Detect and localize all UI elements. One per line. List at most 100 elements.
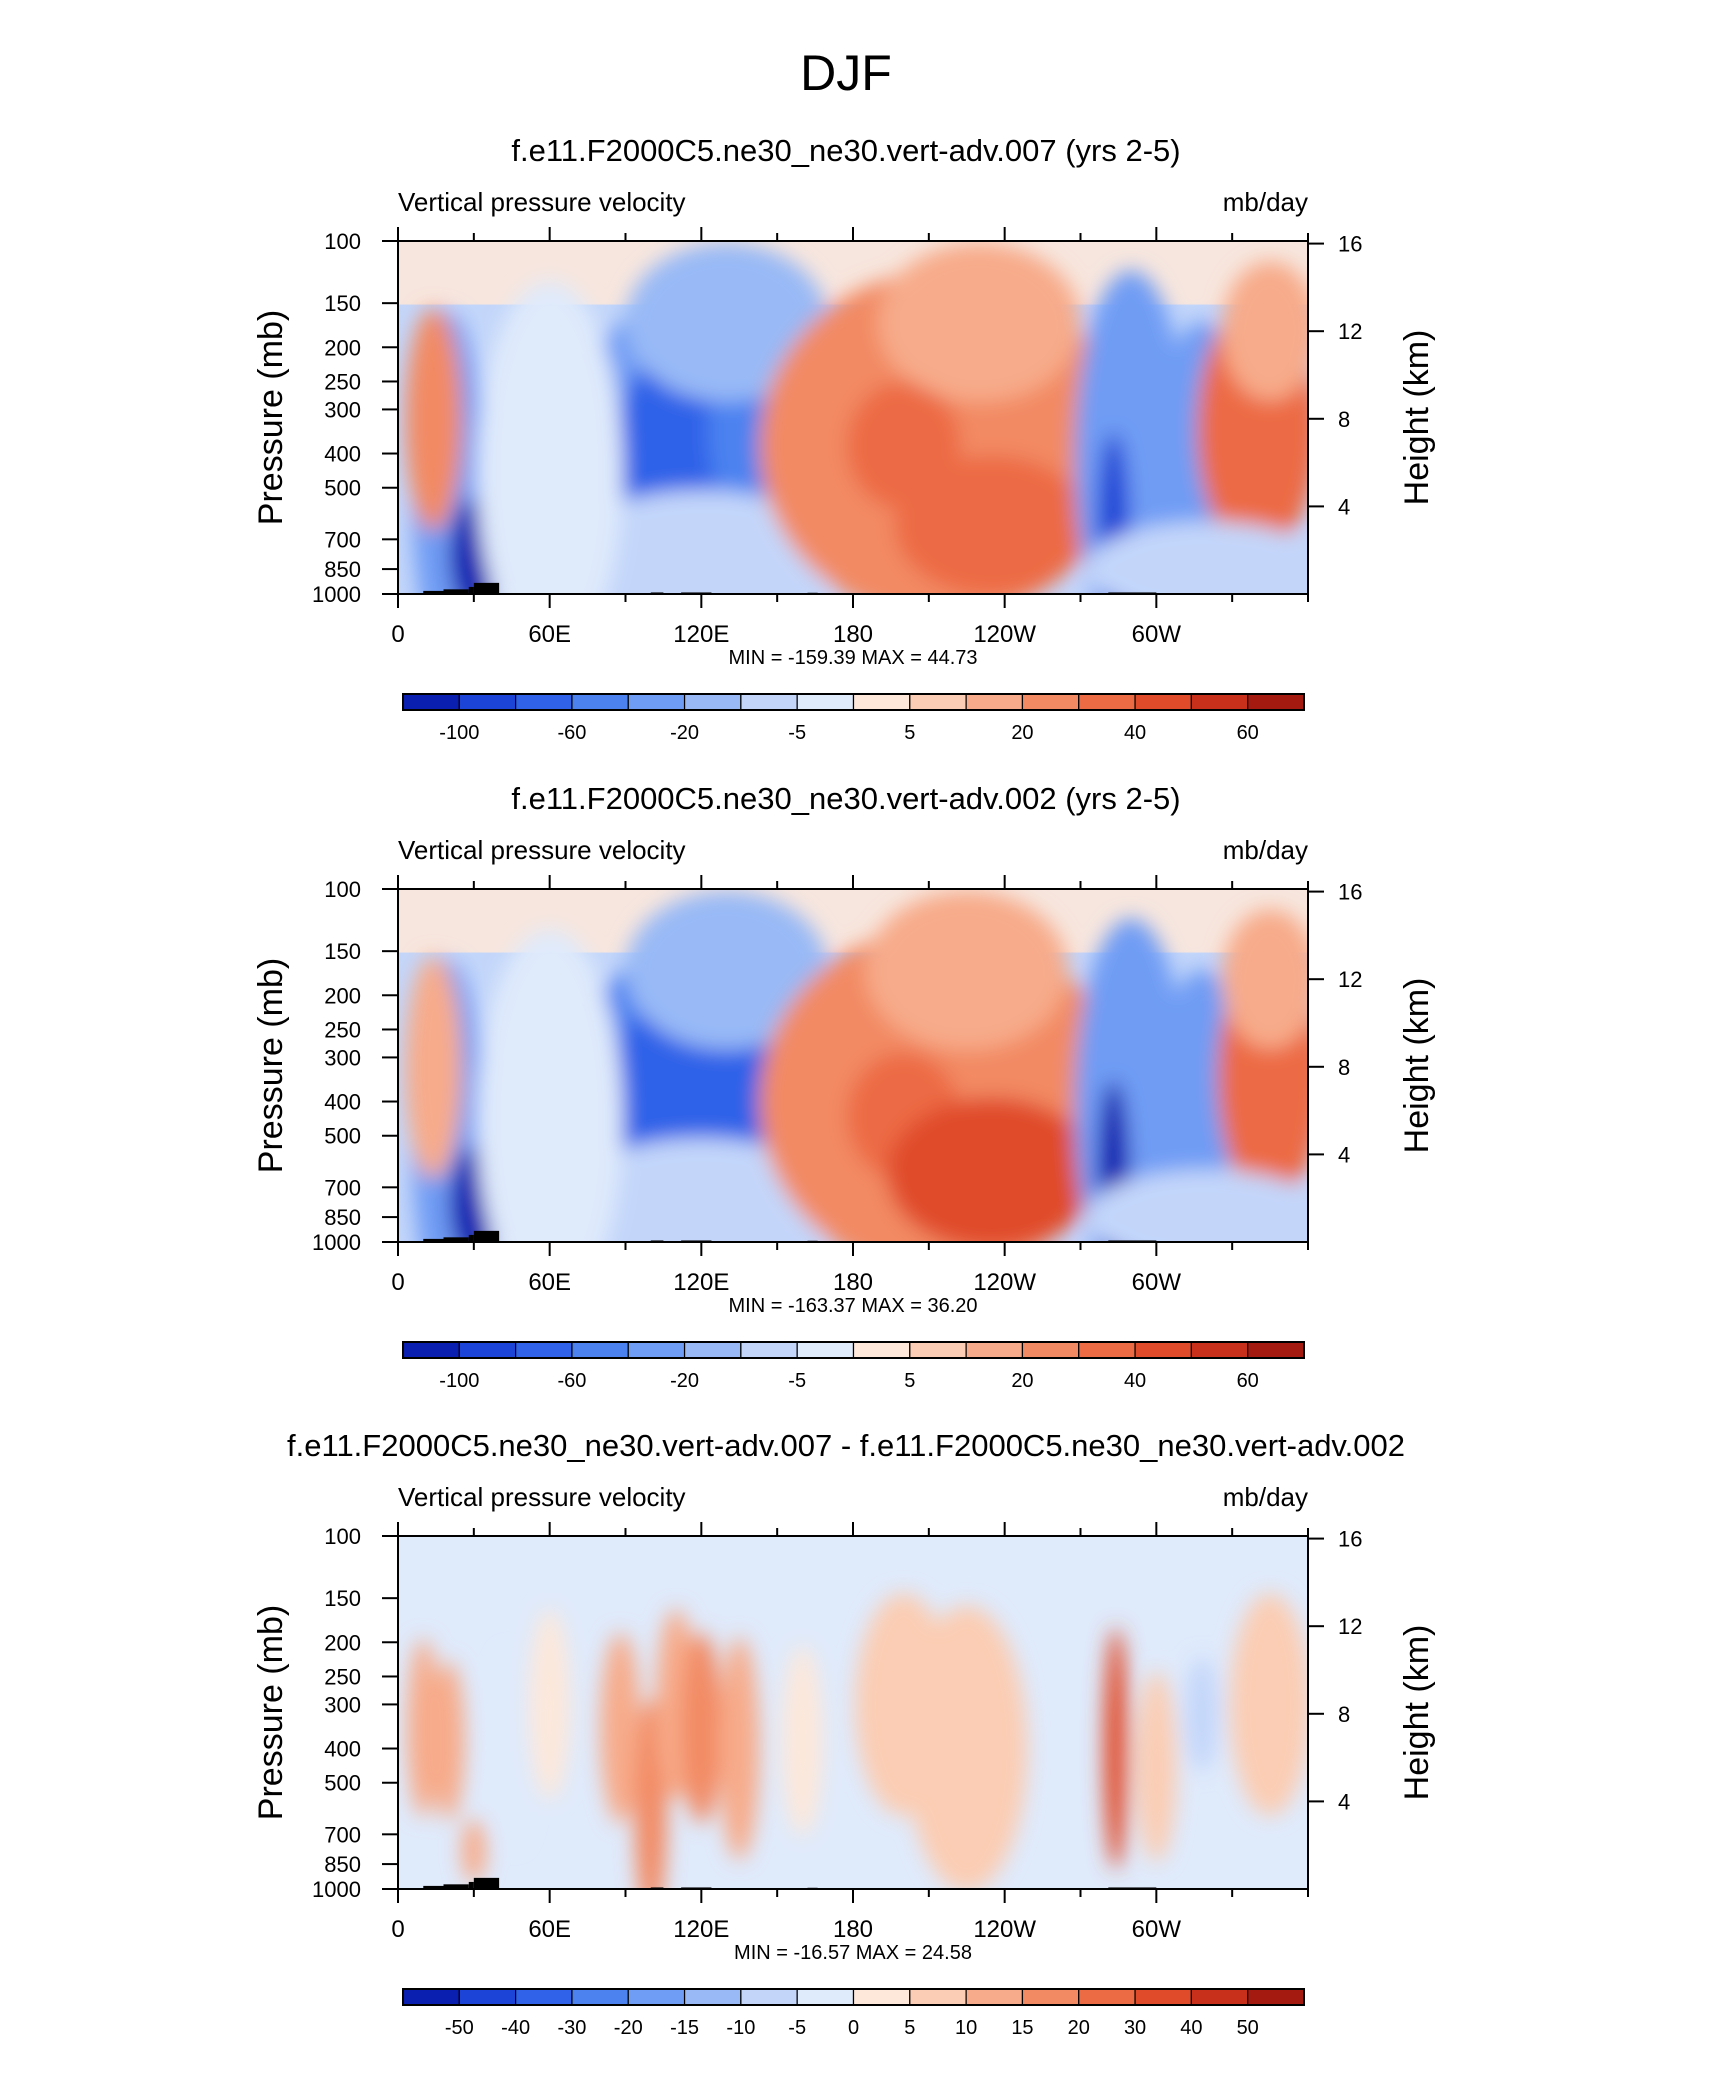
field-cell bbox=[618, 366, 684, 526]
colorbar-box bbox=[458, 693, 517, 711]
colorbar-box bbox=[740, 1988, 798, 2006]
colorbar-box bbox=[852, 693, 911, 711]
colorbar-box bbox=[1021, 1988, 1080, 2006]
x-tick-label: 0 bbox=[391, 1269, 404, 1296]
colorbar-label: 50 bbox=[1237, 2017, 1259, 2039]
y-tick-label: 500 bbox=[324, 1771, 361, 1796]
terrain-block bbox=[473, 1877, 500, 1889]
colorbar-box bbox=[1190, 693, 1249, 711]
y-tick-label: 500 bbox=[324, 1124, 361, 1149]
colorbar-label: -15 bbox=[670, 2017, 699, 2039]
colorbar: -100 -60 -20 -5 5 20 40 60 bbox=[402, 1341, 1305, 1392]
panel-left-label: Vertical pressure velocity bbox=[398, 187, 686, 217]
colorbar-box bbox=[1078, 1988, 1136, 2006]
colorbar-box bbox=[571, 1988, 629, 2006]
colorbar-frame bbox=[402, 693, 1305, 711]
x-tick-label: 60W bbox=[1132, 621, 1182, 648]
terrain-block bbox=[423, 590, 444, 594]
y-tick-label: 850 bbox=[324, 1852, 361, 1877]
field-cell bbox=[782, 1645, 823, 1836]
field-cell bbox=[625, 242, 828, 402]
colorbar-box bbox=[683, 1341, 742, 1359]
colorbar-label: -60 bbox=[557, 1370, 586, 1392]
colorbar-box bbox=[909, 1988, 967, 2006]
colorbar: -50 -40 -30 -20 -15 -10 -5 0 5 10 15 20 30 40 50 bbox=[402, 1988, 1305, 2039]
colorbar-label: -40 bbox=[501, 2017, 530, 2039]
y-tick-label: 100 bbox=[324, 229, 361, 254]
y-tick-label: 850 bbox=[324, 1205, 361, 1230]
colorbar-label: 60 bbox=[1237, 722, 1259, 744]
x-tick-label: 120E bbox=[673, 1269, 729, 1296]
colorbar-box bbox=[1134, 1988, 1192, 2006]
field-cell bbox=[1185, 1657, 1219, 1772]
field-contours bbox=[407, 1593, 1308, 1889]
colorbar-box bbox=[571, 693, 629, 711]
field-cell bbox=[681, 1632, 722, 1824]
colorbar-box bbox=[402, 693, 460, 711]
y2-tick-label: 16 bbox=[1338, 1527, 1362, 1552]
x-tick-label: 60W bbox=[1132, 1269, 1182, 1296]
colorbar-label: -5 bbox=[788, 722, 806, 744]
y-axis-title: Pressure (mb) bbox=[252, 1605, 290, 1820]
terrain-block bbox=[473, 1230, 500, 1242]
field-cell bbox=[559, 489, 843, 594]
colorbar-box bbox=[627, 693, 686, 711]
colorbar-box bbox=[402, 1988, 460, 2006]
colorbar-box bbox=[1190, 1341, 1249, 1359]
colorbar-box bbox=[909, 693, 967, 711]
colorbar-label: -100 bbox=[439, 1370, 479, 1392]
colorbar-box bbox=[796, 693, 855, 711]
colorbar-label: 0 bbox=[848, 2017, 859, 2039]
colorbar-box bbox=[1247, 693, 1305, 711]
panel-left-label: Vertical pressure velocity bbox=[398, 1482, 686, 1512]
colorbar-label: 20 bbox=[1011, 722, 1033, 744]
field-cell bbox=[1103, 1627, 1129, 1870]
colorbar-label: 10 bbox=[955, 2017, 977, 2039]
y-tick-label: 400 bbox=[324, 1737, 361, 1762]
y-tick-label: 200 bbox=[324, 335, 361, 360]
y-tick-label: 850 bbox=[324, 557, 361, 582]
terrain-block bbox=[443, 1237, 469, 1242]
y-tick-label: 1000 bbox=[312, 582, 361, 607]
colorbar-box bbox=[1021, 693, 1080, 711]
colorbar-box bbox=[1078, 693, 1136, 711]
y-tick-label: 700 bbox=[324, 1822, 361, 1847]
colorbar-box bbox=[1021, 1341, 1080, 1359]
y2-axis-title: Height (km) bbox=[1398, 330, 1436, 506]
chart-panel-3: f.e11.F2000C5.ne30_ne30.vert-adv.007 - f… bbox=[252, 1428, 1436, 2039]
colorbar-box bbox=[965, 1988, 1024, 2006]
field-cell bbox=[476, 929, 623, 1242]
y-tick-label: 400 bbox=[324, 1090, 361, 1115]
panel-units-label: mb/day bbox=[1223, 835, 1308, 865]
field-cell bbox=[878, 242, 1081, 402]
y2-tick-label: 8 bbox=[1338, 1702, 1350, 1727]
colorbar-box bbox=[515, 1988, 573, 2006]
y-tick-label: 150 bbox=[324, 1586, 361, 1611]
colorbar-box bbox=[740, 1341, 798, 1359]
colorbar-label: -20 bbox=[670, 722, 699, 744]
y-tick-label: 200 bbox=[324, 1630, 361, 1655]
field-cell bbox=[1221, 909, 1308, 1049]
y2-tick-label: 16 bbox=[1338, 232, 1362, 257]
panel-title: f.e11.F2000C5.ne30_ne30.vert-adv.007 (yr… bbox=[511, 133, 1180, 168]
y-tick-label: 300 bbox=[324, 397, 361, 422]
field-cell bbox=[1136, 1671, 1177, 1862]
colorbar-box bbox=[515, 693, 573, 711]
y2-tick-label: 12 bbox=[1338, 967, 1362, 992]
y-tick-label: 150 bbox=[324, 291, 361, 316]
y-tick-label: 100 bbox=[324, 1524, 361, 1549]
colorbar-label: -100 bbox=[439, 722, 479, 744]
colorbar-label: 40 bbox=[1124, 722, 1146, 744]
colorbar-box bbox=[852, 1341, 911, 1359]
field-cell bbox=[1085, 521, 1308, 594]
y2-tick-label: 4 bbox=[1338, 494, 1350, 519]
colorbar-label: 40 bbox=[1180, 2017, 1202, 2039]
chart-panel-2: f.e11.F2000C5.ne30_ne30.vert-adv.002 (yr… bbox=[252, 781, 1436, 1392]
x-tick-label: 60W bbox=[1132, 1916, 1182, 1943]
y2-tick-label: 16 bbox=[1338, 880, 1362, 905]
colorbar-label: -60 bbox=[557, 722, 586, 744]
colorbar-box bbox=[1190, 1988, 1249, 2006]
x-tick-label: 120E bbox=[673, 621, 729, 648]
field-cell bbox=[625, 890, 828, 1050]
colorbar-box bbox=[458, 1988, 517, 2006]
